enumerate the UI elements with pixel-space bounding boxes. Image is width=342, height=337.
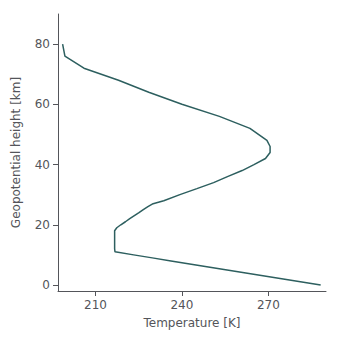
svg-text:20: 20 [35, 218, 50, 232]
svg-text:270: 270 [257, 298, 280, 312]
svg-text:80: 80 [35, 37, 50, 51]
svg-text:210: 210 [84, 298, 107, 312]
svg-text:240: 240 [170, 298, 193, 312]
svg-text:Geopotential height [km]: Geopotential height [km] [9, 77, 23, 228]
svg-text:Temperature [K]: Temperature [K] [142, 316, 240, 330]
svg-text:60: 60 [35, 97, 50, 111]
svg-text:40: 40 [35, 158, 50, 172]
svg-text:0: 0 [42, 278, 50, 292]
